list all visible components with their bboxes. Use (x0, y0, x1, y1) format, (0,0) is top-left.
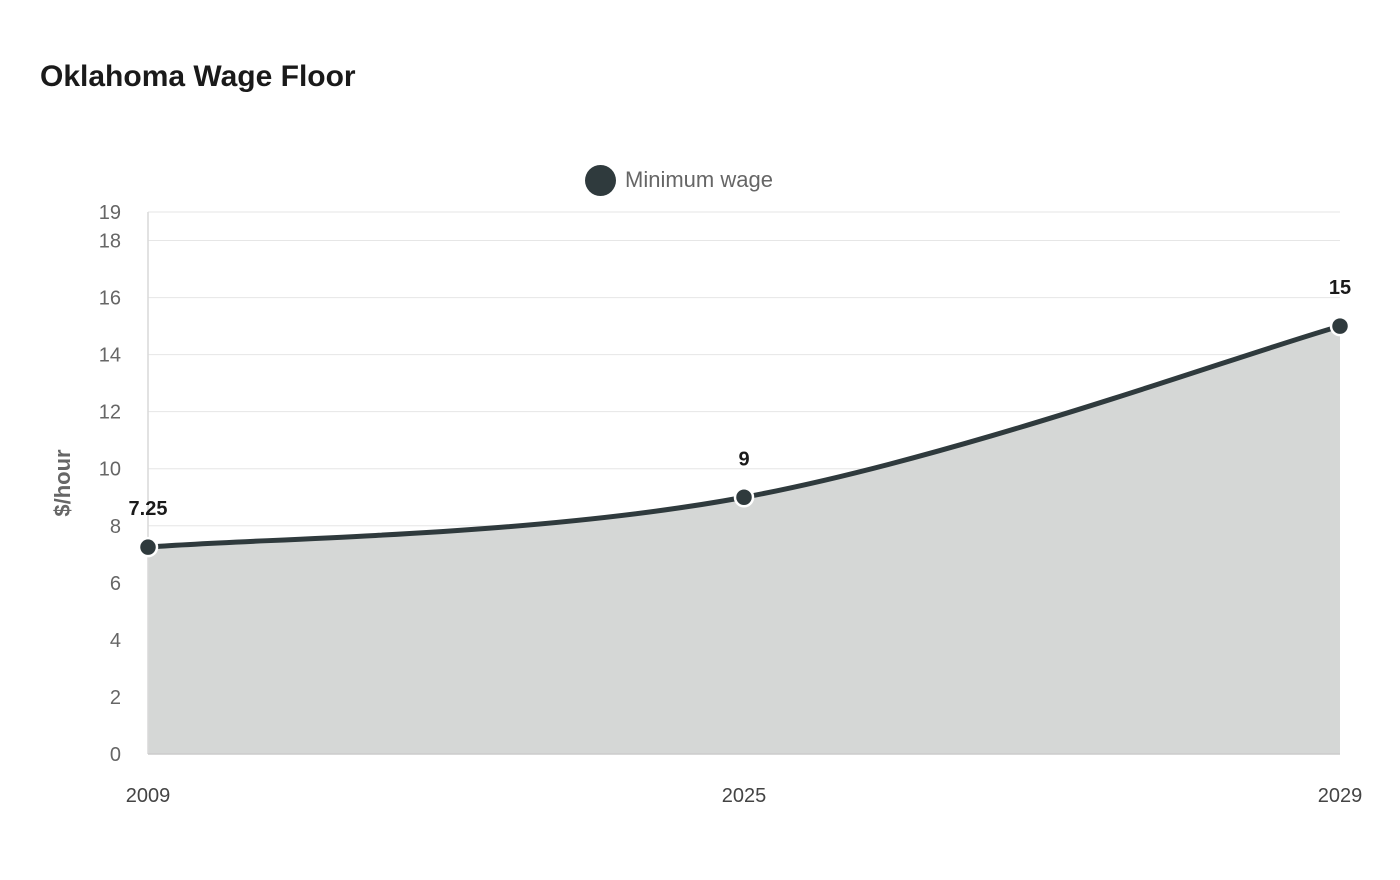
data-points (137, 315, 1351, 558)
x-tick-label: 2029 (1318, 785, 1363, 807)
y-tick-label: 19 (99, 202, 121, 224)
x-tick-label: 2025 (722, 785, 767, 807)
y-tick-label: 10 (99, 459, 121, 481)
data-point[interactable] (1329, 315, 1351, 337)
data-label: 9 (738, 448, 749, 470)
data-labels: 7.25 9 15 (129, 277, 1352, 520)
y-tick-label: 14 (99, 345, 121, 367)
area-layer (148, 326, 1340, 754)
data-label: 15 (1329, 277, 1351, 299)
series-area (148, 326, 1340, 754)
x-axis-ticks: 2009 2025 2029 (126, 785, 1363, 807)
data-label: 7.25 (129, 498, 168, 520)
x-tick-label: 2009 (126, 785, 171, 807)
y-tick-label: 6 (110, 573, 121, 595)
y-tick-label: 16 (99, 288, 121, 310)
y-tick-label: 4 (110, 630, 121, 652)
data-point[interactable] (137, 536, 159, 558)
axes (147, 212, 1340, 755)
y-axis-ticks: 0 2 4 6 8 10 12 14 16 18 19 (99, 202, 121, 766)
data-point[interactable] (733, 487, 755, 508)
legend[interactable]: Minimum wage (585, 164, 773, 196)
y-tick-label: 0 (110, 744, 121, 766)
y-tick-label: 12 (99, 402, 121, 424)
y-axis-label: $/hour (50, 449, 75, 517)
y-tick-label: 8 (110, 516, 121, 538)
legend-swatch (585, 164, 616, 196)
legend-label: Minimum wage (625, 167, 773, 192)
y-tick-label: 18 (99, 231, 121, 253)
chart-title: Oklahoma Wage Floor (40, 60, 356, 93)
y-tick-label: 2 (110, 687, 121, 709)
